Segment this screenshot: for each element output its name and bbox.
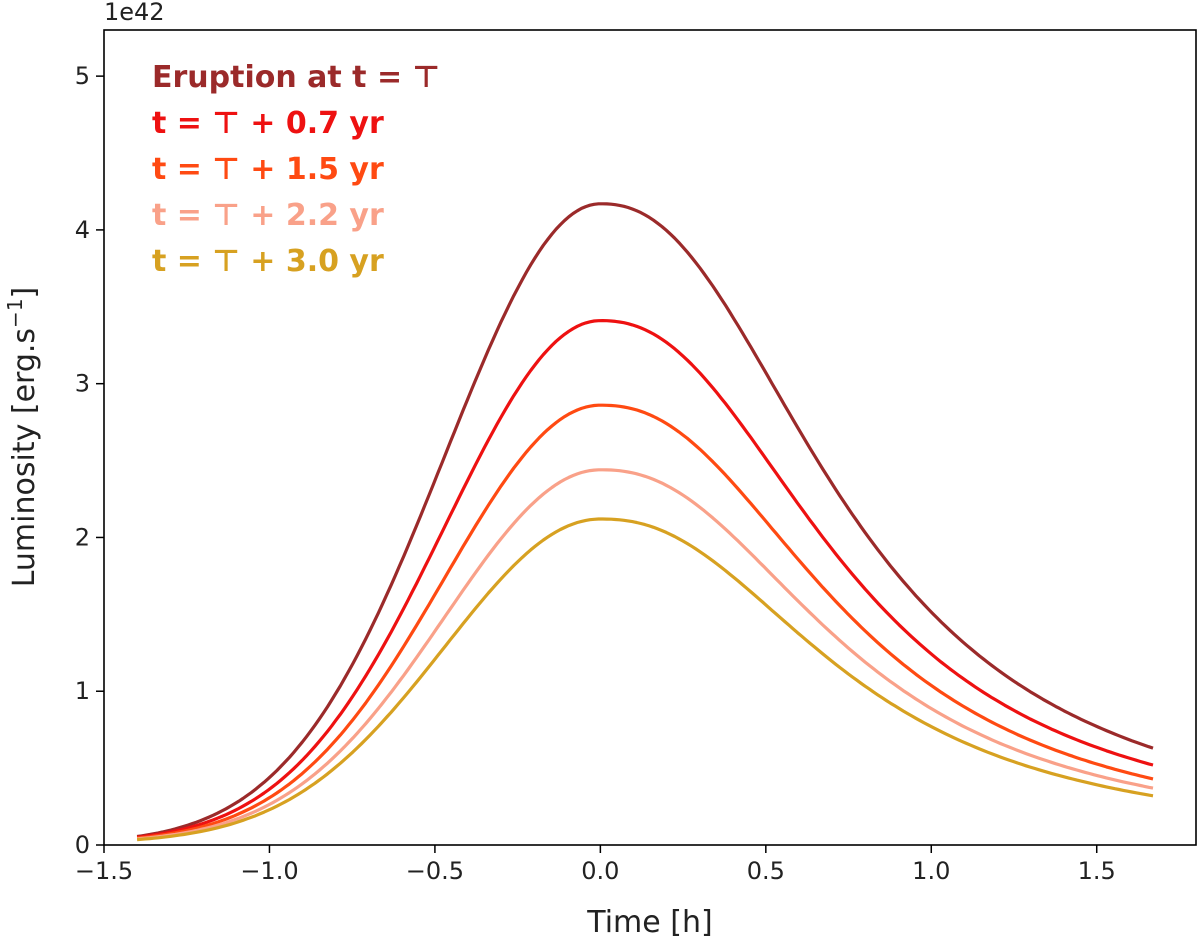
series-line-4 [136, 517, 1154, 842]
plot-frame [103, 29, 1197, 846]
legend-entry-2: t = ⊤ + 1.5 yr [152, 152, 384, 187]
x-tick-label: −0.5 [406, 857, 464, 885]
y-tick-label: 1 [75, 677, 90, 705]
x-tick-label: −1.0 [240, 857, 298, 885]
x-axis: −1.5 −1.0 −0.5 0.0 0.5 1.0 1.5 [75, 845, 1116, 885]
y-tick-label: 0 [75, 831, 90, 859]
series-line-1 [136, 319, 1154, 839]
series-line-3 [136, 468, 1154, 841]
y-axis-label: Luminosity [erg.s−1] [3, 287, 42, 588]
x-tick-label: 0.0 [581, 857, 619, 885]
legend-entry-4: t = ⊤ + 3.0 yr [152, 244, 384, 279]
legend-entry-3: t = ⊤ + 2.2 yr [152, 198, 384, 233]
y-offset-label: 1e42 [104, 0, 165, 26]
y-tick-label: 3 [75, 370, 90, 398]
legend: Eruption at t = ⊤ t = ⊤ + 0.7 yr t = ⊤ + 1… [152, 60, 440, 279]
x-tick-label: 1.5 [1078, 857, 1116, 885]
y-tick-label: 4 [75, 216, 90, 244]
series-lines [136, 202, 1154, 842]
x-tick-label: 1.0 [912, 857, 950, 885]
legend-entry-0: Eruption at t = ⊤ [152, 60, 440, 95]
y-axis-label-main: Luminosity [erg.s [7, 328, 42, 587]
y-axis: 0 1 2 3 4 5 [75, 62, 104, 859]
x-axis-label: Time [h] [586, 905, 712, 940]
series-line-0 [136, 202, 1154, 839]
series-line-2 [136, 403, 1154, 840]
y-axis-label-sup: −1 [3, 298, 27, 327]
x-tick-label: −1.5 [75, 857, 133, 885]
x-tick-label: 0.5 [747, 857, 785, 885]
legend-entry-1: t = ⊤ + 0.7 yr [152, 106, 384, 141]
y-axis-label-tail: ] [7, 287, 42, 299]
y-tick-label: 5 [75, 62, 90, 90]
y-tick-label: 2 [75, 523, 90, 551]
